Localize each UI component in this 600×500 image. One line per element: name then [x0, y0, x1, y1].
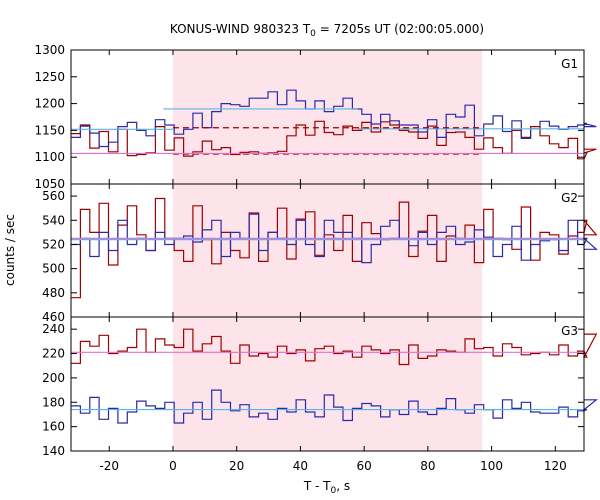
shaded-interval — [172, 317, 483, 451]
x-axis-label: T - T0, s — [303, 479, 350, 496]
y-tick-label: 1200 — [34, 97, 65, 111]
panel-g1: 1050 1100 1150 1200 1250 1300 G1 — [34, 43, 597, 191]
x-tick-label: 100 — [480, 459, 503, 473]
y-tick-label: 1150 — [34, 123, 65, 137]
y-axis-label: counts / sec — [3, 214, 17, 286]
y-tick-label: 1300 — [34, 43, 65, 57]
shaded-interval — [172, 184, 483, 317]
y-tick-label: 200 — [42, 371, 65, 385]
series-blue-step — [71, 89, 597, 148]
y-tick-label: 560 — [42, 189, 65, 203]
x-tick-label: 0 — [169, 459, 177, 473]
x-tick-label: -20 — [99, 459, 119, 473]
shaded-interval — [172, 50, 483, 184]
x-tick-label: 60 — [357, 459, 372, 473]
y-tick-label: 1250 — [34, 70, 65, 84]
panel-label: G1 — [561, 57, 578, 71]
chart-title: KONUS-WIND 980323 T0 = 7205s UT (02:00:0… — [170, 22, 484, 39]
y-tick-label: 220 — [42, 347, 65, 361]
panel-frame — [70, 316, 585, 452]
y-tick-label: 180 — [42, 395, 65, 409]
y-tick-label: 540 — [42, 213, 65, 227]
y-tick-label: 1050 — [34, 177, 65, 191]
panels: 105011001150120012501300G146048050052054… — [34, 43, 599, 473]
series-dark_red-step — [71, 197, 598, 299]
y-tick-label: 1100 — [34, 150, 65, 164]
series-blue-step — [71, 389, 599, 424]
panel-label: G2 — [561, 191, 578, 205]
series-dark_red-step — [71, 120, 597, 160]
y-tick-label: 520 — [42, 237, 65, 251]
y-tick-label: 140 — [42, 444, 65, 458]
panel-g2: 460 480 500 520 540 560 G2 — [42, 183, 598, 324]
x-tick-label: 120 — [544, 459, 567, 473]
x-tick-label: 40 — [293, 459, 308, 473]
y-tick-label: 500 — [42, 262, 65, 276]
panel-label: G3 — [561, 324, 578, 338]
y-tick-label: 460 — [42, 310, 65, 324]
x-tick-label: 80 — [420, 459, 435, 473]
x-tick-label: 20 — [229, 459, 244, 473]
panel-g3: 140 160 180 200 220 240 -20 0 20 40 60 80 100 120 G3 — [42, 316, 599, 473]
series-blue-step — [71, 213, 598, 264]
series-dark_red-step — [71, 328, 598, 366]
y-tick-label: 480 — [42, 286, 65, 300]
y-tick-label: 160 — [42, 420, 65, 434]
y-tick-label: 240 — [42, 322, 65, 336]
